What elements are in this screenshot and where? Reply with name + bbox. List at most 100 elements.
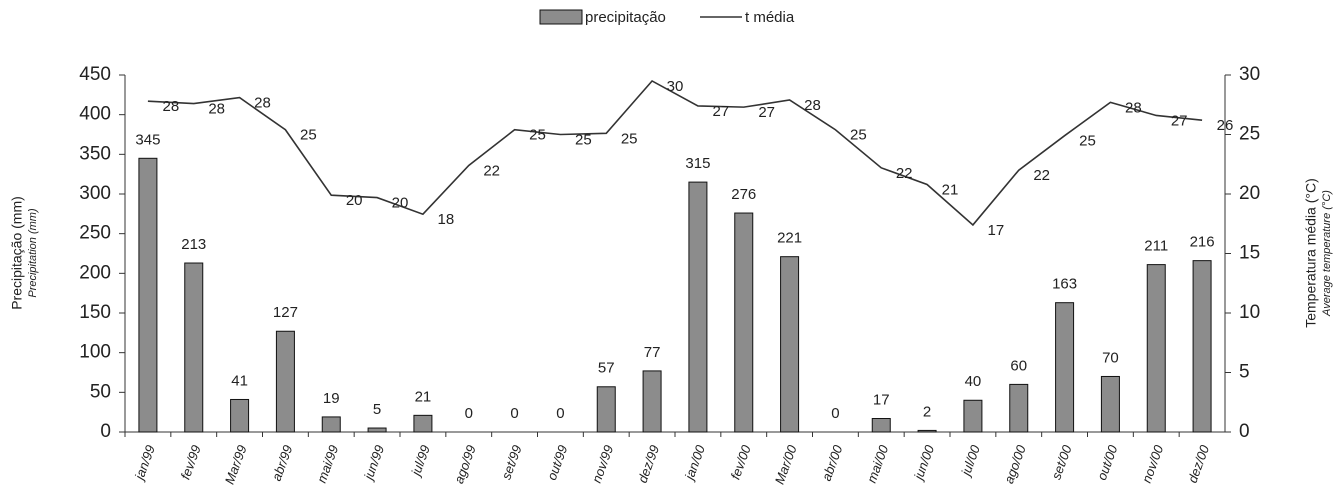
bar	[780, 256, 800, 433]
y-tick-label: 350	[79, 143, 111, 164]
line-value-label: 18	[437, 211, 454, 228]
line-value-label: 27	[1171, 112, 1188, 129]
line-value-label: 28	[254, 95, 271, 112]
line-value-label: 27	[758, 104, 775, 121]
bar	[1055, 302, 1075, 433]
line-value-label: 22	[1033, 167, 1050, 184]
line-value-label: 25	[621, 130, 638, 147]
x-tick-label: dez/99	[635, 443, 662, 485]
line-value-label: 21	[942, 181, 959, 198]
y-tick-label: 100	[79, 342, 111, 363]
bar	[688, 181, 708, 433]
bar	[275, 330, 295, 433]
x-tick-label: fev/99	[178, 443, 204, 481]
bar-value-label: 0	[831, 405, 839, 422]
x-tick-label: set/00	[1048, 442, 1074, 481]
line-value-label: 25	[529, 127, 546, 144]
x-tick-label: jun/99	[360, 443, 387, 483]
line-value-label: 25	[300, 127, 317, 144]
line-value-label: 22	[483, 162, 500, 179]
x-tick-label: fev/00	[728, 442, 754, 481]
bar-value-label: 0	[510, 405, 518, 422]
bar-value-label: 211	[1144, 238, 1168, 255]
line-value-label: 28	[162, 98, 179, 115]
line	[147, 79, 1203, 227]
bar	[871, 418, 891, 433]
bar	[138, 157, 158, 433]
x-tick-label: ago/00	[1001, 442, 1029, 485]
bar	[734, 212, 754, 433]
bar-value-label: 276	[731, 186, 756, 203]
bar-value-label: 315	[685, 155, 710, 172]
line-value-label: 20	[346, 192, 363, 209]
bar	[1146, 264, 1166, 433]
legend-label: t média	[745, 9, 795, 26]
y-tick-label: 0	[100, 421, 111, 442]
y2-tick-label: 30	[1239, 64, 1260, 85]
bar-value-label: 21	[415, 388, 432, 405]
line-value-label: 28	[208, 101, 225, 118]
x-tick-label: mai/99	[314, 443, 341, 485]
x-tick-label: out/99	[544, 443, 570, 482]
line-value-label: 25	[575, 131, 592, 148]
bar-value-label: 163	[1052, 276, 1077, 293]
x-tick-label: jun/00	[910, 442, 937, 483]
y-axis-title: Precipitação (mm)	[9, 196, 25, 310]
y2-tick-label: 5	[1239, 362, 1250, 383]
bar-value-label: 221	[777, 230, 802, 247]
bar-value-label: 17	[873, 391, 890, 408]
line-value-label: 20	[392, 195, 409, 212]
x-tick-label: set/99	[498, 443, 524, 481]
bar-value-label: 77	[644, 344, 661, 361]
x-tick-label: nov/99	[589, 443, 616, 485]
x-tick-label: ago/99	[451, 443, 479, 485]
bar	[413, 414, 433, 433]
x-tick-label: mai/00	[864, 442, 892, 485]
line-value-label: 30	[667, 78, 684, 95]
x-tick-label: jan/99	[131, 443, 158, 483]
bar-value-label: 213	[181, 236, 206, 253]
bar-value-label: 19	[323, 390, 340, 407]
x-tick-label: Mar/99	[222, 443, 250, 486]
y-tick-label: 50	[90, 381, 111, 402]
y-tick-label: 450	[79, 64, 111, 85]
bar-value-label: 5	[373, 401, 381, 418]
legend-label: precipitação	[585, 9, 666, 26]
x-tick-label: jul/99	[408, 443, 433, 479]
bar	[1009, 383, 1029, 433]
bar	[596, 386, 616, 433]
line-value-label: 28	[804, 97, 821, 114]
line-value-label: 22	[896, 165, 913, 182]
y2-tick-label: 25	[1239, 124, 1260, 145]
y-tick-label: 200	[79, 262, 111, 283]
x-tick-label: dez/00	[1185, 442, 1213, 485]
y2-tick-label: 15	[1239, 243, 1260, 264]
y-axis-subtitle: Precipitation (mm)	[27, 208, 39, 298]
bar	[184, 262, 204, 433]
x-tick-label: jan/00	[681, 442, 708, 483]
bar-value-label: 0	[465, 405, 473, 422]
y-tick-label: 400	[79, 104, 111, 125]
y-tick-label: 300	[79, 183, 111, 204]
bar-value-label: 2	[923, 403, 931, 420]
x-tick-label: abr/00	[819, 442, 846, 482]
bar-value-label: 345	[135, 131, 160, 148]
bar	[230, 398, 250, 433]
y2-tick-label: 10	[1239, 302, 1260, 323]
line-value-label: 17	[987, 222, 1004, 239]
x-tick-label: jul/00	[958, 442, 984, 479]
bar	[1192, 260, 1212, 433]
y2-axis-subtitle: Average temperature (°C)	[1321, 190, 1333, 317]
y-tick-label: 250	[79, 223, 111, 244]
bar-value-label: 57	[598, 360, 615, 377]
bar-value-label: 0	[556, 405, 564, 422]
x-tick-label: Mar/00	[772, 442, 800, 486]
x-tick-label: abr/99	[269, 443, 296, 483]
line-value-label: 28	[1125, 99, 1142, 116]
line-value-label: 25	[1079, 133, 1096, 150]
line-value-label: 25	[850, 127, 867, 144]
bar-value-label: 127	[273, 304, 298, 321]
y2-tick-label: 20	[1239, 183, 1260, 204]
bar-value-label: 216	[1190, 234, 1215, 251]
